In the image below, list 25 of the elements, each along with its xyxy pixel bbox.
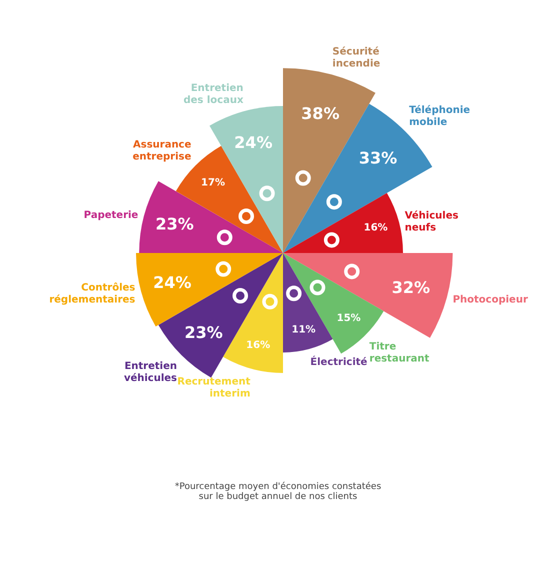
data-label: 38% xyxy=(301,104,340,124)
data-label: 16% xyxy=(246,340,270,352)
category-label: Entretien des locaux xyxy=(183,83,244,106)
category-label: Véhicules neufs xyxy=(404,210,458,234)
data-label: 23% xyxy=(155,214,194,234)
category-label: Assurance entreprise xyxy=(132,139,192,162)
data-label: 24% xyxy=(153,273,192,292)
data-label: 24% xyxy=(234,132,272,152)
data-label: 16% xyxy=(364,222,388,234)
text: *Pourcentage moyen d'économies constatées sur le budget annuel de nos clients xyxy=(174,482,382,502)
data-label: 32% xyxy=(392,278,430,297)
data-label: 11% xyxy=(292,324,316,336)
data-label: 15% xyxy=(336,313,361,324)
category-label: Sécurité incendie xyxy=(332,46,380,70)
data-label: 33% xyxy=(358,148,398,168)
data-label: 23% xyxy=(184,322,223,342)
category-label: Papeterie xyxy=(84,210,138,222)
category-label: Contrôles réglementaires xyxy=(49,282,136,306)
category-label: Photocopieur xyxy=(452,294,528,306)
category-label: Téléphonie mobile xyxy=(409,104,470,128)
category-label: Titre restaurant xyxy=(369,341,430,364)
data-label: 17% xyxy=(201,178,225,189)
category-label: Électricité xyxy=(310,354,368,368)
category-label: Recrutement interim xyxy=(177,376,251,400)
category-label: Entretien véhicules xyxy=(124,360,178,384)
